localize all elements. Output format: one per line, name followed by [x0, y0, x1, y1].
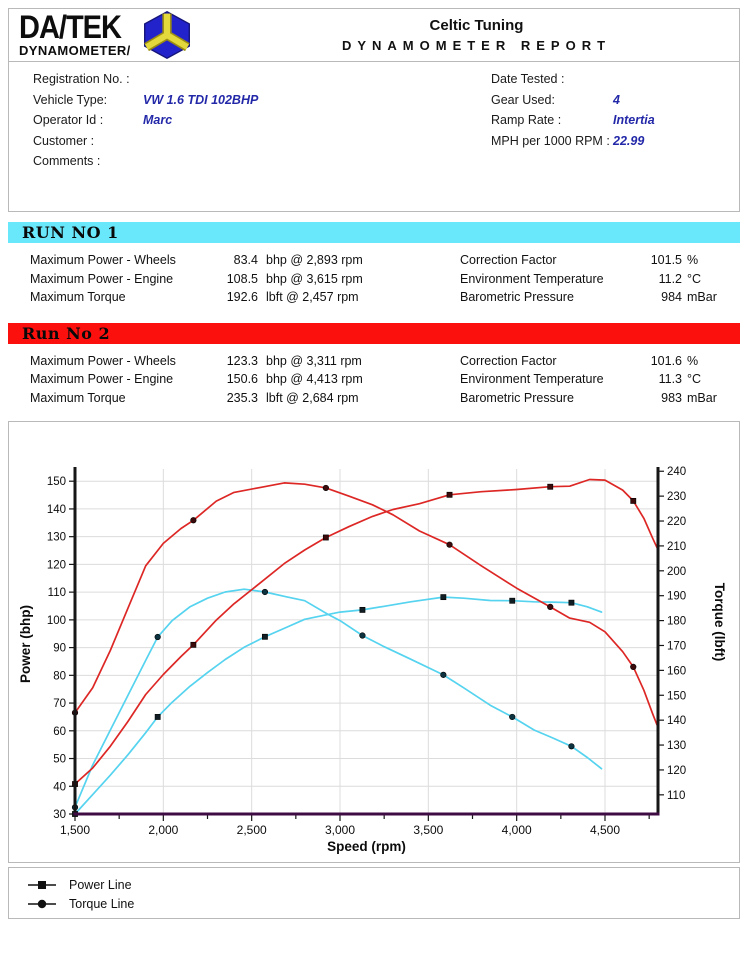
svg-text:140: 140 — [47, 504, 66, 516]
legend-item-power: Power Line — [27, 875, 739, 894]
run1-title: RUN NO 1 — [22, 223, 119, 242]
comments-label: Comments : — [33, 154, 101, 168]
svg-text:4,000: 4,000 — [502, 823, 532, 837]
brand-name: DA/TEK — [19, 9, 122, 46]
registration-value — [143, 72, 491, 86]
svg-text:220: 220 — [667, 516, 686, 528]
svg-text:Power (bhp): Power (bhp) — [18, 605, 33, 683]
legend-label: Torque Line — [69, 896, 135, 911]
svg-text:140: 140 — [667, 715, 686, 727]
svg-text:110: 110 — [48, 587, 66, 599]
comments-value — [143, 154, 491, 168]
dastek-logo: DA/TEK DYNAMOMETER/ — [19, 10, 224, 60]
chart-legend: Power Line Torque Line — [8, 867, 740, 919]
mph-per-1000rpm-label: MPH per 1000 RPM : — [491, 133, 610, 148]
vehicle-type-value: VW 1.6 TDI 102BHP — [143, 92, 259, 107]
run2-header: Run No 2 — [8, 322, 740, 344]
ramp-rate-value: Intertia — [613, 113, 655, 127]
svg-text:90: 90 — [53, 643, 66, 655]
legend-item-torque: Torque Line — [27, 894, 739, 913]
report-subtitle: DYNAMOMETER REPORT — [341, 38, 612, 53]
svg-text:60: 60 — [53, 726, 66, 738]
date-tested-value — [613, 72, 739, 86]
run2-title: Run No 2 — [22, 323, 111, 343]
customer-value — [143, 134, 491, 148]
table-row: Maximum Power - Engine 108.5 bhp @ 3,615… — [30, 271, 702, 286]
dyno-chart: 30 40 50 60 70 80 90 100 110 120 130 140 150 110 120 13… — [18, 466, 727, 854]
svg-text:80: 80 — [53, 670, 66, 682]
report-header: DA/TEK DYNAMOMETER/ Celtic Tuning DYNAMO… — [8, 8, 740, 62]
gear-used-label: Gear Used: — [491, 92, 555, 107]
svg-text:Torque (lbft): Torque (lbft) — [712, 583, 727, 661]
torque-line-marker-icon — [28, 899, 56, 908]
svg-text:2,000: 2,000 — [148, 823, 178, 837]
report-title: Celtic Tuning — [429, 17, 524, 34]
svg-text:240: 240 — [667, 466, 686, 478]
mph-per-1000rpm-value: 22.99 — [613, 133, 645, 148]
svg-text:230: 230 — [667, 491, 686, 503]
customer-label: Customer : — [33, 133, 95, 148]
svg-text:40: 40 — [53, 781, 66, 793]
chart-panel: 30 40 50 60 70 80 90 100 110 120 130 140 150 110 120 13… — [8, 421, 740, 863]
operator-label: Operator Id : — [33, 113, 104, 127]
svg-text:100: 100 — [47, 615, 66, 627]
run1-results: Maximum Power - Wheels 83.4 bhp @ 2,893 … — [8, 243, 740, 313]
vehicle-info: Registration No. : Date Tested : Vehicle… — [8, 62, 740, 212]
operator-value: Marc — [143, 113, 173, 127]
svg-text:200: 200 — [667, 566, 686, 578]
svg-text:110: 110 — [667, 790, 685, 802]
svg-text:3,500: 3,500 — [413, 823, 443, 837]
table-row: Maximum Power - Wheels 123.3 bhp @ 3,311… — [30, 353, 699, 368]
svg-text:120: 120 — [47, 559, 66, 571]
svg-text:1,500: 1,500 — [60, 823, 90, 837]
table-row: Maximum Power - Wheels 83.4 bhp @ 2,893 … — [30, 253, 699, 268]
table-row: Maximum Power - Engine 150.6 bhp @ 4,413… — [30, 372, 702, 387]
svg-text:160: 160 — [667, 665, 686, 677]
svg-text:150: 150 — [47, 476, 66, 488]
table-row: Maximum Torque 235.3 lbft @ 2,684 rpm Ba… — [30, 390, 717, 405]
svg-text:150: 150 — [667, 690, 686, 702]
svg-text:3,000: 3,000 — [325, 823, 355, 837]
vehicle-type-label: Vehicle Type: — [33, 92, 108, 107]
run1-header: RUN NO 1 — [8, 222, 740, 243]
svg-text:30: 30 — [53, 809, 66, 821]
svg-text:180: 180 — [667, 616, 686, 628]
svg-text:120: 120 — [667, 765, 686, 777]
brand-tagline: DYNAMOMETER/ — [19, 42, 131, 58]
run2-results: Maximum Power - Wheels 123.3 bhp @ 3,311… — [8, 344, 740, 414]
date-tested-label: Date Tested : — [491, 72, 565, 86]
legend-label: Power Line — [69, 877, 132, 892]
svg-text:50: 50 — [53, 754, 66, 766]
svg-text:190: 190 — [667, 591, 686, 603]
svg-text:130: 130 — [667, 740, 686, 752]
svg-text:70: 70 — [53, 698, 66, 710]
svg-text:210: 210 — [667, 541, 686, 553]
svg-text:Speed (rpm): Speed (rpm) — [327, 839, 406, 854]
svg-text:170: 170 — [667, 640, 686, 652]
dastek-emblem-icon — [143, 10, 190, 60]
svg-text:4,500: 4,500 — [590, 823, 620, 837]
power-line-marker-icon — [28, 880, 56, 889]
ramp-rate-label: Ramp Rate : — [491, 113, 562, 127]
gear-used-value: 4 — [613, 92, 620, 107]
registration-label: Registration No. : — [33, 72, 130, 86]
svg-text:2,500: 2,500 — [237, 823, 267, 837]
table-row: Maximum Torque 192.6 lbft @ 2,457 rpm Ba… — [30, 290, 717, 305]
svg-text:130: 130 — [47, 532, 66, 544]
